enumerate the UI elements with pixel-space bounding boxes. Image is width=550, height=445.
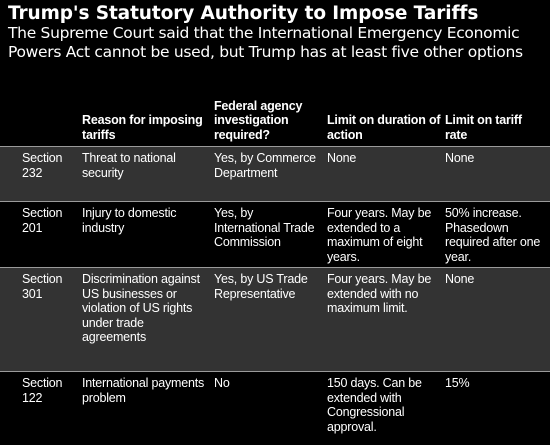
investigation-cell: Yes, by US Trade Representative [214,272,308,301]
page-title: Trump's Statutory Authority to Impose Ta… [8,3,479,24]
table-row: Section 201 Injury to domestic industry … [0,202,550,268]
investigation-cell: No [214,376,230,390]
header-cell-rate: Limit on tariff rate [445,113,522,142]
duration-cell: None [327,151,357,165]
section-cell: Section 201 [22,206,63,235]
tariff-authority-table: Reason for imposing tariffs Federal agen… [0,97,550,444]
page-subtitle: The Supreme Court said that the Internat… [8,24,523,61]
table-header-row: Reason for imposing tariffs Federal agen… [0,97,550,147]
duration-cell: 150 days. Can be extended with Congressi… [327,376,422,434]
header-cell-reason: Reason for imposing tariffs [82,113,203,142]
investigation-cell: Yes, by Commerce Department [214,151,316,180]
header-cell-duration: Limit on duration of action [327,113,441,142]
rate-cell: None [445,272,475,286]
reason-cell: International payments problem [82,376,205,405]
header-cell-investigation: Federal agency investigation required? [214,98,303,142]
section-cell: Section 122 [22,376,63,405]
table-row: Section 232 Threat to national security … [0,147,550,202]
reason-cell: Discrimination against US businesses or … [82,272,200,344]
table-row: Section 301 Discrimination against US bu… [0,268,550,372]
reason-cell: Threat to national security [82,151,176,180]
duration-cell: Four years. May be extended to a maximum… [327,206,432,264]
table-row: Section 122 International payments probl… [0,372,550,444]
rate-cell: 50% increase. Phasedown required after o… [445,206,541,264]
rate-cell: 15% [445,376,470,390]
section-cell: Section 232 [22,151,63,180]
duration-cell: Four years. May be extended with no maxi… [327,272,432,315]
rate-cell: None [445,151,475,165]
investigation-cell: Yes, by International Trade Commission [214,206,315,249]
section-cell: Section 301 [22,272,63,301]
reason-cell: Injury to domestic industry [82,206,177,235]
